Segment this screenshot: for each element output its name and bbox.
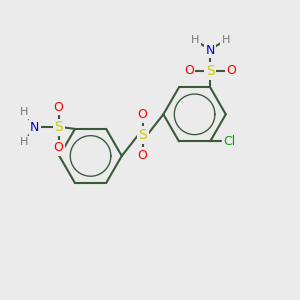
Text: O: O: [184, 64, 194, 77]
Text: Cl: Cl: [224, 135, 236, 148]
Text: S: S: [54, 120, 63, 134]
Text: H: H: [20, 107, 28, 117]
Text: O: O: [138, 108, 148, 122]
Text: H: H: [221, 35, 230, 45]
Text: O: O: [54, 101, 64, 114]
Text: O: O: [138, 149, 148, 162]
Text: H: H: [190, 35, 199, 45]
Text: S: S: [138, 128, 147, 142]
Text: N: N: [206, 44, 215, 57]
Text: N: N: [30, 121, 40, 134]
Text: O: O: [54, 141, 64, 154]
Text: H: H: [20, 137, 28, 147]
Text: O: O: [227, 64, 236, 77]
Text: S: S: [206, 64, 214, 78]
